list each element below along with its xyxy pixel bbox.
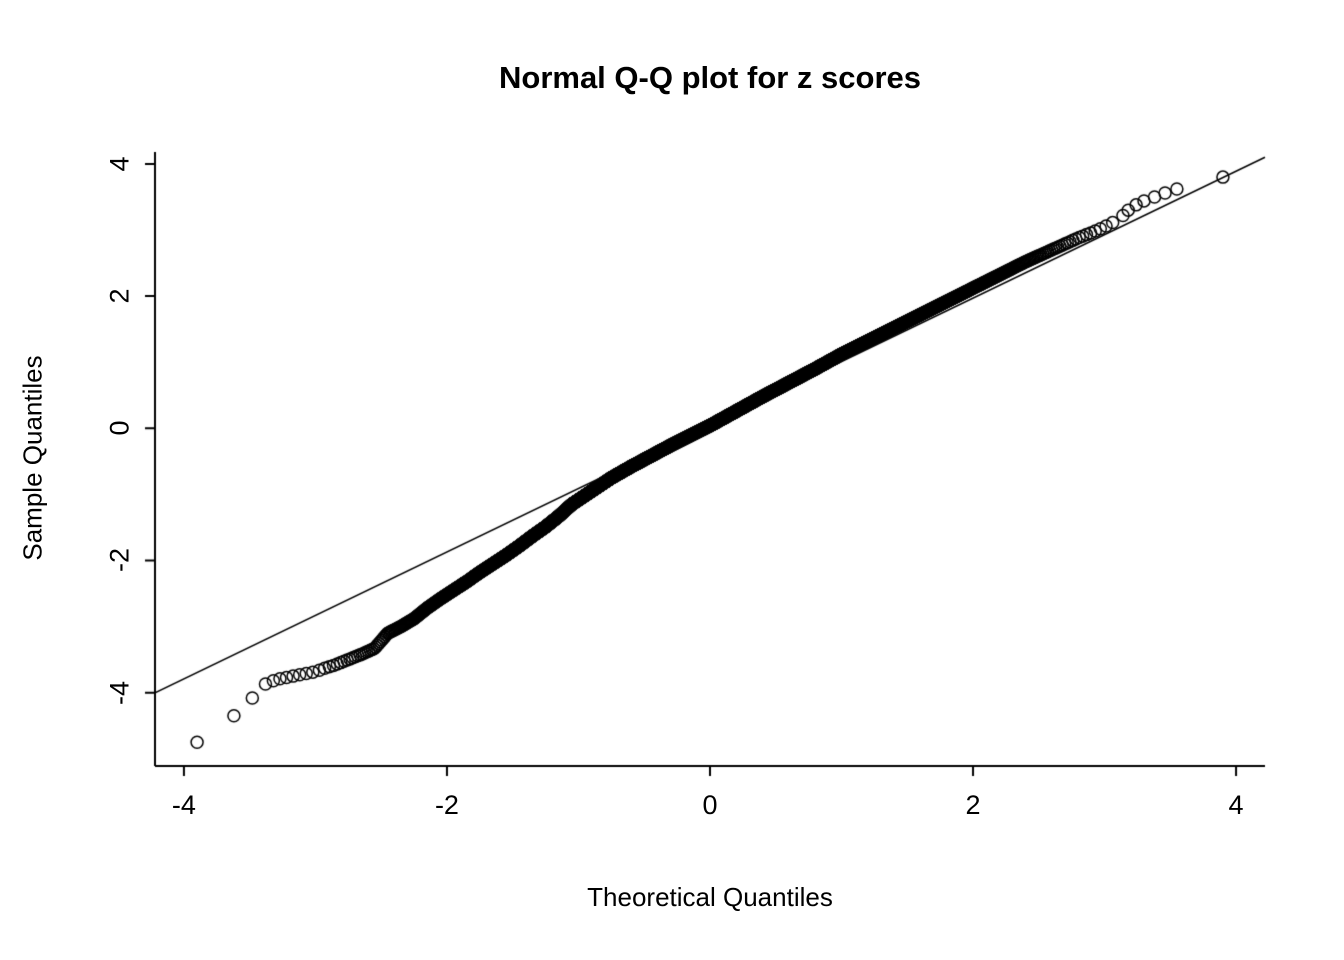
x-tick-label: -4 [171,790,196,820]
x-tick-label: 2 [965,790,981,820]
x-tick-label: 0 [702,790,718,820]
x-tick-label: 4 [1228,790,1244,820]
y-tick-label: 2 [104,288,135,304]
x-tick-label: -2 [434,790,459,820]
y-axis-label: Sample Quantiles [17,355,48,561]
y-tick-label: -2 [104,548,135,573]
y-tick-label: 4 [104,156,135,172]
y-tick-label: -4 [104,680,135,705]
chart-title: Normal Q-Q plot for z scores [498,60,922,95]
x-axis-label: Theoretical Quantiles [587,882,833,912]
y-tick-label: 0 [104,420,135,436]
